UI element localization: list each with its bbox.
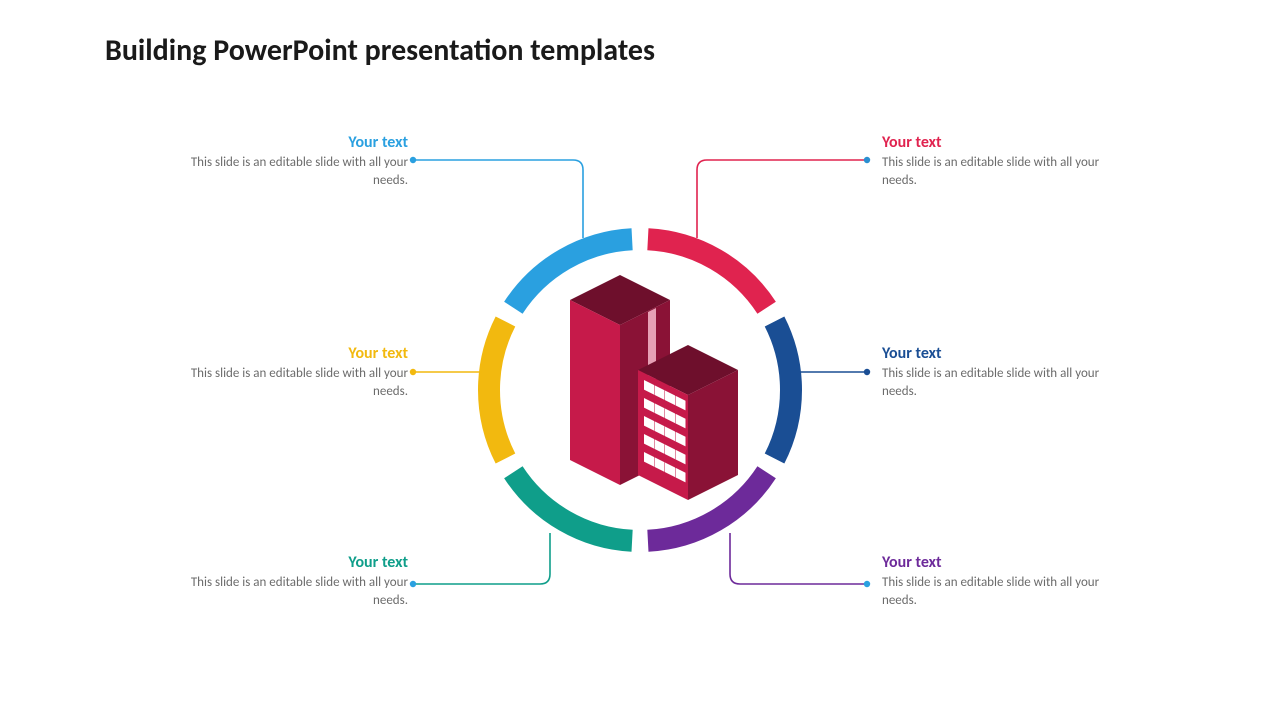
ring-segment — [513, 472, 632, 541]
callout-body: This slide is an editable slide with all… — [882, 365, 1102, 400]
callout-body: This slide is an editable slide with all… — [882, 574, 1102, 609]
slide: { "title": "Building PowerPoint presenta… — [0, 0, 1280, 720]
callout-mid-left: Your text This slide is an editable slide… — [188, 344, 408, 400]
building-icon — [570, 275, 738, 500]
connector-dot — [864, 369, 870, 375]
connector-dot — [410, 369, 416, 375]
connector-line — [413, 533, 550, 584]
callout-title: Your text — [882, 553, 1102, 572]
callout-bot-left: Your text This slide is an editable slide… — [188, 553, 408, 609]
ring-segment — [648, 239, 767, 308]
connector-dot — [410, 581, 416, 587]
callout-body: This slide is an editable slide with all… — [188, 365, 408, 400]
callout-top-left: Your text This slide is an editable slide… — [188, 133, 408, 189]
callout-mid-right: Your text This slide is an editable slide… — [882, 344, 1102, 400]
connector-line — [730, 533, 867, 584]
callout-title: Your text — [188, 553, 408, 572]
connector-dot — [410, 157, 416, 163]
callout-title: Your text — [188, 344, 408, 363]
callout-body: This slide is an editable slide with all… — [882, 154, 1102, 189]
connector-line — [697, 160, 867, 238]
callout-title: Your text — [882, 344, 1102, 363]
building-tall-front — [570, 300, 620, 485]
callout-body: This slide is an editable slide with all… — [188, 154, 408, 189]
callout-title: Your text — [188, 133, 408, 152]
ring-segment — [775, 321, 791, 458]
ring-segment — [489, 321, 505, 458]
connector-dot — [864, 581, 870, 587]
connector-dot — [864, 157, 870, 163]
connector-line — [413, 160, 583, 238]
callout-title: Your text — [882, 133, 1102, 152]
callout-body: This slide is an editable slide with all… — [188, 574, 408, 609]
callout-bot-right: Your text This slide is an editable slide… — [882, 553, 1102, 609]
callout-top-right: Your text This slide is an editable slide… — [882, 133, 1102, 189]
